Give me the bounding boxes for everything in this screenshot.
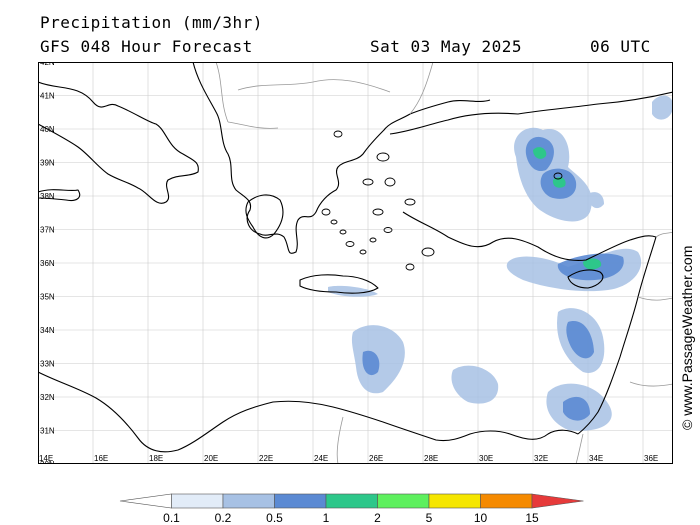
latitude-label: 40N: [40, 125, 55, 134]
longitude-label: 14E: [39, 454, 53, 463]
precip-heavy-areas: [533, 147, 602, 270]
colorbar-swatch: [531, 493, 584, 509]
longitude-label: 36E: [644, 454, 658, 463]
latitude-label: 36N: [40, 259, 55, 268]
chart-title: Precipitation (mm/3hr): [40, 13, 263, 32]
longitude-label: 26E: [369, 454, 383, 463]
colorbar-tick-label: 0.5: [266, 511, 283, 525]
latitude-label: 34N: [40, 326, 55, 335]
colorbar-swatch: [274, 493, 327, 509]
credit-label: © www.PassageWeather.com: [679, 246, 695, 430]
colorbar-swatch: [325, 493, 378, 509]
colorbar: 0.1 0.2 0.5 1 2 5 10 15: [119, 493, 584, 525]
colorbar-swatch: [428, 493, 481, 509]
longitude-label: 28E: [424, 454, 438, 463]
colorbar-swatch: [377, 493, 430, 509]
model-label: GFS 048 Hour Forecast: [40, 37, 253, 56]
forecast-time: 06 UTC: [590, 37, 651, 56]
colorbar-swatches: [119, 493, 584, 509]
colorbar-tick-label: 5: [426, 511, 433, 525]
credit-text: © www.PassageWeather.com: [679, 246, 695, 430]
colorbar-swatch: [480, 493, 533, 509]
aegean-islands: [321, 130, 563, 271]
coastlines: [38, 62, 673, 453]
graticule: [38, 62, 673, 464]
latitude-label: 33N: [40, 360, 55, 369]
longitude-label: 20E: [204, 454, 218, 463]
longitude-labels: 14E 16E 18E 20E 22E 24E 26E 28E 30E 32E 34E 36E: [39, 454, 658, 463]
map-border: [38, 62, 673, 464]
colorbar-swatch: [222, 493, 275, 509]
longitude-label: 24E: [314, 454, 328, 463]
longitude-label: 32E: [534, 454, 548, 463]
latitude-label: 42N: [40, 62, 55, 67]
latitude-label: 37N: [40, 226, 55, 235]
longitude-label: 18E: [149, 454, 163, 463]
latitude-label: 38N: [40, 192, 55, 201]
longitude-label: 22E: [259, 454, 273, 463]
latitude-label: 31N: [40, 427, 55, 436]
colorbar-tick-labels: 0.1 0.2 0.5 1 2 5 10 15: [163, 511, 539, 525]
colorbar-tick-label: 0.1: [163, 511, 180, 525]
colorbar-tick-label: 2: [374, 511, 381, 525]
colorbar-tick-label: 10: [474, 511, 488, 525]
longitude-label: 16E: [94, 454, 108, 463]
forecast-date: Sat 03 May 2025: [370, 37, 522, 56]
precipitation-map: 42N41N40N39N38N37N36N35N34N33N32N31N30N …: [38, 62, 673, 464]
latitude-label: 35N: [40, 293, 55, 302]
latitude-label: 39N: [40, 159, 55, 168]
colorbar-swatch: [171, 493, 224, 509]
longitude-label: 34E: [589, 454, 603, 463]
colorbar-tick-label: 15: [525, 511, 539, 525]
latitude-labels: 42N 41N 40N 39N 38N 37N 36N 35N 34N 33N 32N 31N 30N: [40, 62, 55, 464]
country-borders: [215, 62, 673, 464]
latitude-label: 32N: [40, 393, 55, 402]
colorbar-swatch: [119, 493, 172, 509]
latitude-label: 30N: [40, 460, 55, 464]
longitude-label: 30E: [479, 454, 493, 463]
colorbar-tick-label: 0.2: [215, 511, 232, 525]
colorbar-tick-label: 1: [323, 511, 330, 525]
latitude-label: 41N: [40, 92, 55, 101]
